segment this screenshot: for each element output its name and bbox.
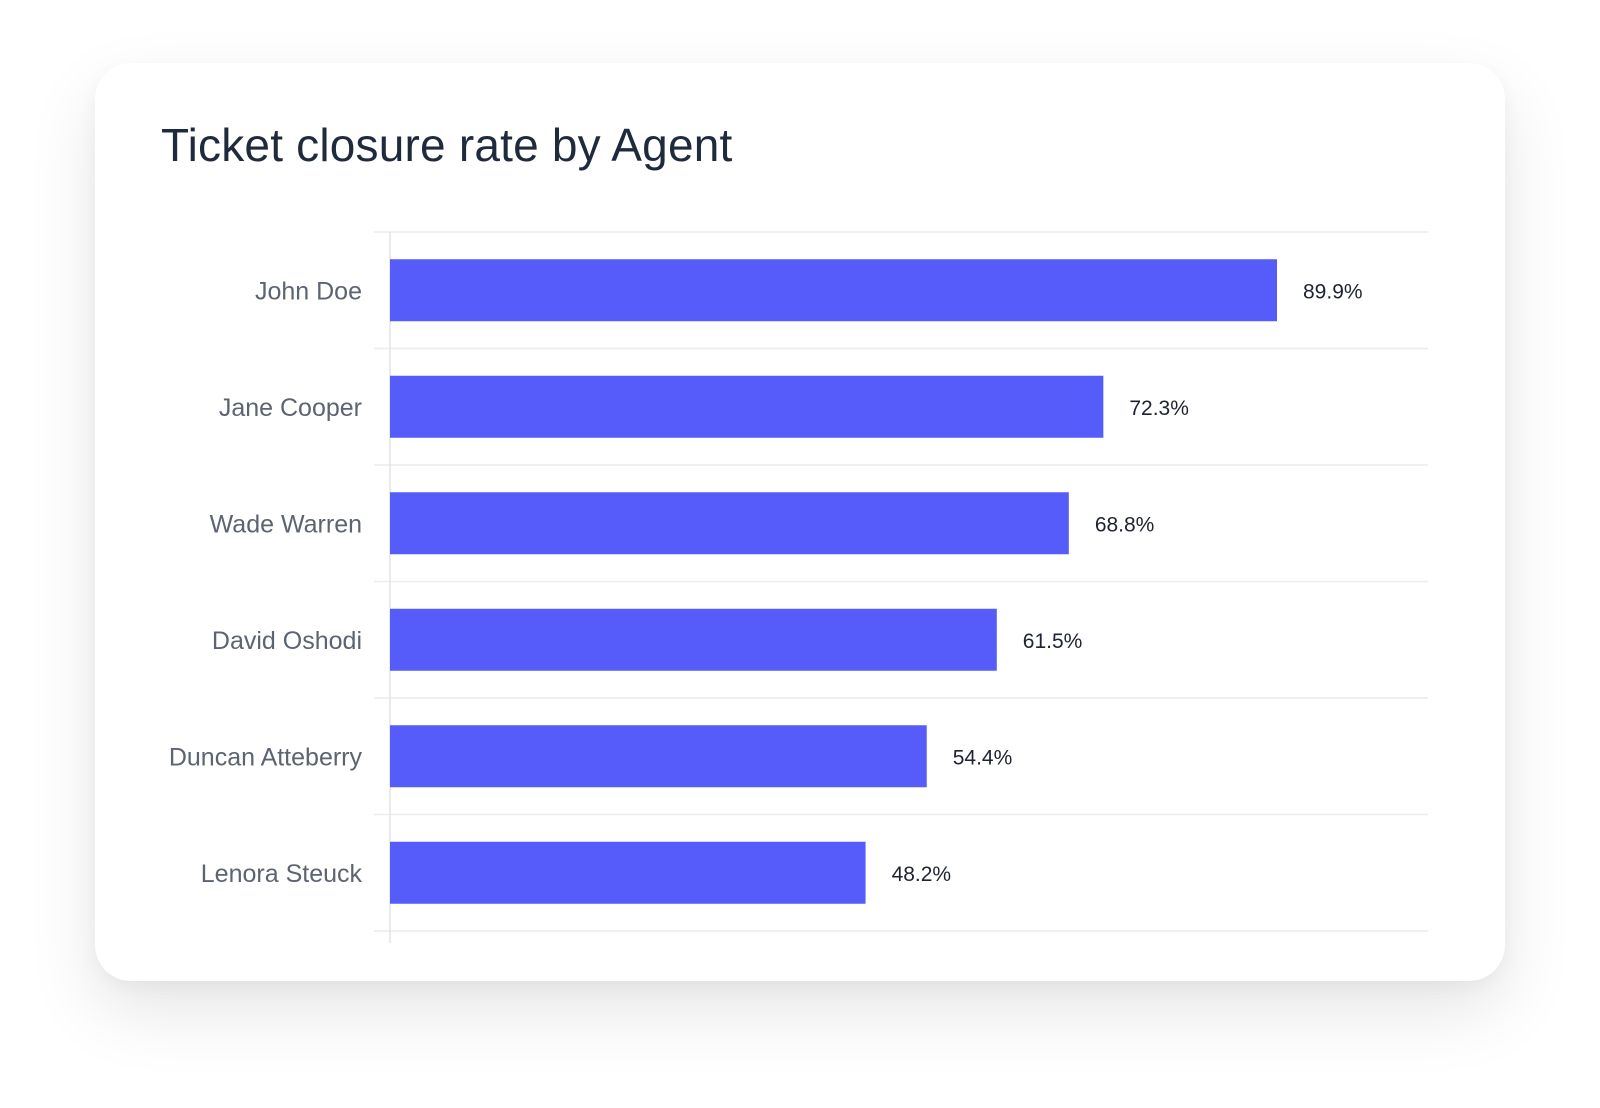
data-label: 68.8%	[1095, 513, 1155, 536]
bar	[390, 375, 1104, 438]
bar	[390, 725, 927, 788]
data-label: 89.9%	[1303, 280, 1363, 303]
bar	[390, 608, 997, 671]
bar	[390, 492, 1069, 555]
bar	[390, 259, 1277, 322]
data-label: 54.4%	[953, 746, 1013, 769]
category-label: Jane Cooper	[219, 394, 362, 422]
data-label: 48.2%	[892, 863, 952, 886]
category-label: David Oshodi	[212, 627, 362, 655]
data-label: 72.3%	[1129, 397, 1189, 420]
category-label: Duncan Atteberry	[169, 743, 363, 771]
category-label: John Doe	[255, 277, 362, 305]
category-label: Lenora Steuck	[201, 860, 363, 888]
chart-title: Ticket closure rate by Agent	[161, 119, 733, 171]
bar	[390, 841, 866, 904]
data-label: 61.5%	[1023, 630, 1083, 653]
category-label: Wade Warren	[210, 510, 362, 538]
